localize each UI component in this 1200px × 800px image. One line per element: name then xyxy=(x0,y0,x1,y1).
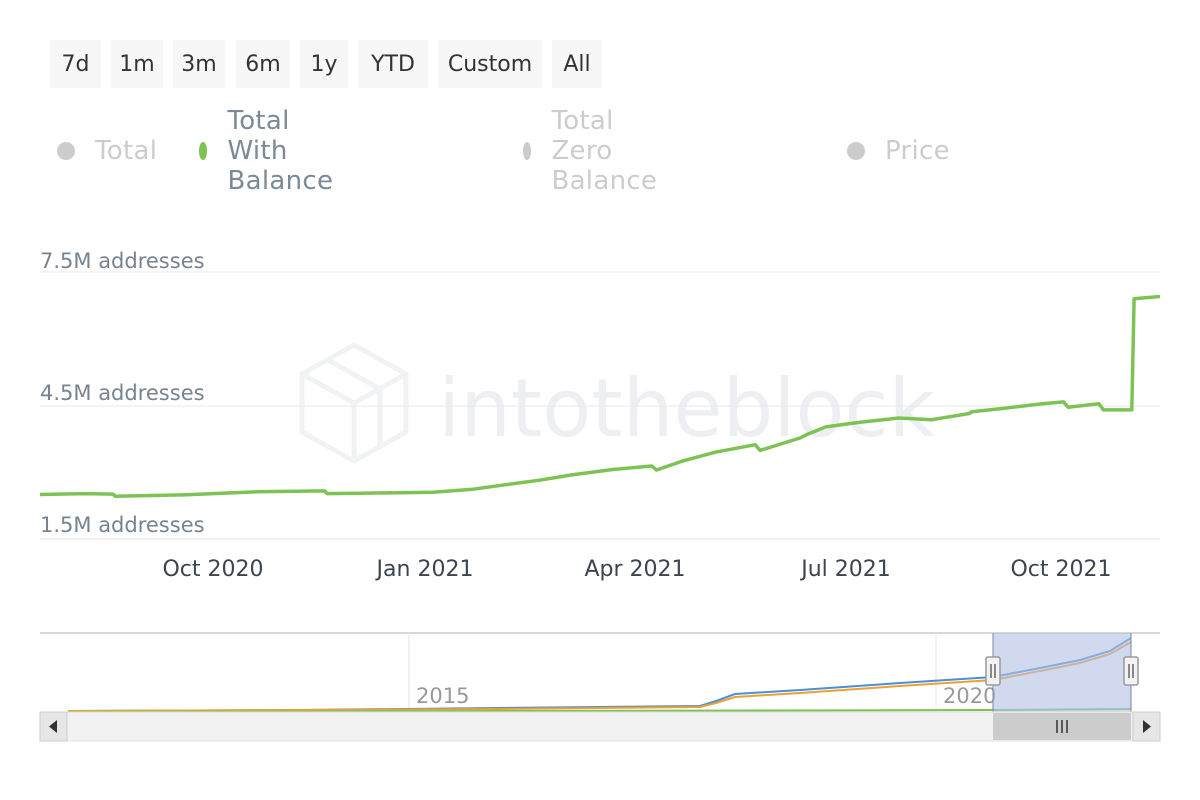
scroll-right-button[interactable] xyxy=(1132,711,1161,742)
legend-item-total-with-balance[interactable]: Total With Balance xyxy=(199,106,343,196)
legend-dot-icon xyxy=(199,142,208,160)
legend-item-price[interactable]: Price xyxy=(847,128,950,174)
range-7d-button[interactable]: 7d xyxy=(50,40,101,88)
range-custom-button[interactable]: Custom xyxy=(438,40,542,88)
navigator-left-handle[interactable] xyxy=(985,656,1001,686)
range-1y-button[interactable]: 1y xyxy=(300,40,348,88)
legend-label: Price xyxy=(885,136,950,166)
x-tick-label: Jan 2021 xyxy=(375,557,474,582)
x-tick-label: Apr 2021 xyxy=(584,557,685,582)
x-tick-label: Oct 2021 xyxy=(1010,557,1111,582)
scrollbar-grip-icon xyxy=(1056,720,1068,733)
y-tick-label: 1.5M addresses xyxy=(40,513,205,537)
arrow-left-icon xyxy=(49,720,57,733)
legend-item-total[interactable]: Total xyxy=(57,128,157,174)
y-tick-label: 7.5M addresses xyxy=(40,249,205,273)
navigator-right-handle[interactable] xyxy=(1123,656,1139,686)
legend-label: Total xyxy=(95,136,158,166)
legend-dot-icon xyxy=(57,142,75,160)
navigator-x-label: 2020 xyxy=(943,684,996,708)
navigator-selection[interactable] xyxy=(993,633,1131,712)
y-tick-label: 4.5M addresses xyxy=(40,381,205,405)
legend-dot-icon xyxy=(847,142,865,160)
watermark-text: intotheblock xyxy=(438,362,935,455)
watermark-logo-icon xyxy=(299,342,409,464)
series-line-total-with-balance[interactable] xyxy=(39,294,1161,499)
legend-dot-icon xyxy=(523,142,532,160)
range-1m-button[interactable]: 1m xyxy=(111,40,163,88)
scroll-left-button[interactable] xyxy=(39,711,68,742)
x-tick-label: Jul 2021 xyxy=(799,557,891,582)
navigator-x-label: 2015 xyxy=(416,684,469,708)
range-ytd-button[interactable]: YTD xyxy=(358,40,428,88)
range-all-button[interactable]: All xyxy=(552,40,602,88)
arrow-right-icon xyxy=(1143,720,1151,733)
x-tick-label: Oct 2020 xyxy=(162,557,263,582)
range-3m-button[interactable]: 3m xyxy=(173,40,225,88)
legend-label: Total With Balance xyxy=(227,106,334,196)
legend-item-total-zero-balance[interactable]: Total Zero Balance xyxy=(523,106,667,196)
range-6m-button[interactable]: 6m xyxy=(236,40,290,88)
legend-label: Total Zero Balance xyxy=(551,106,658,196)
navigator: 2015 2020 xyxy=(40,632,1160,713)
scrollbar[interactable] xyxy=(39,711,1161,742)
scrollbar-track[interactable] xyxy=(39,711,1161,742)
